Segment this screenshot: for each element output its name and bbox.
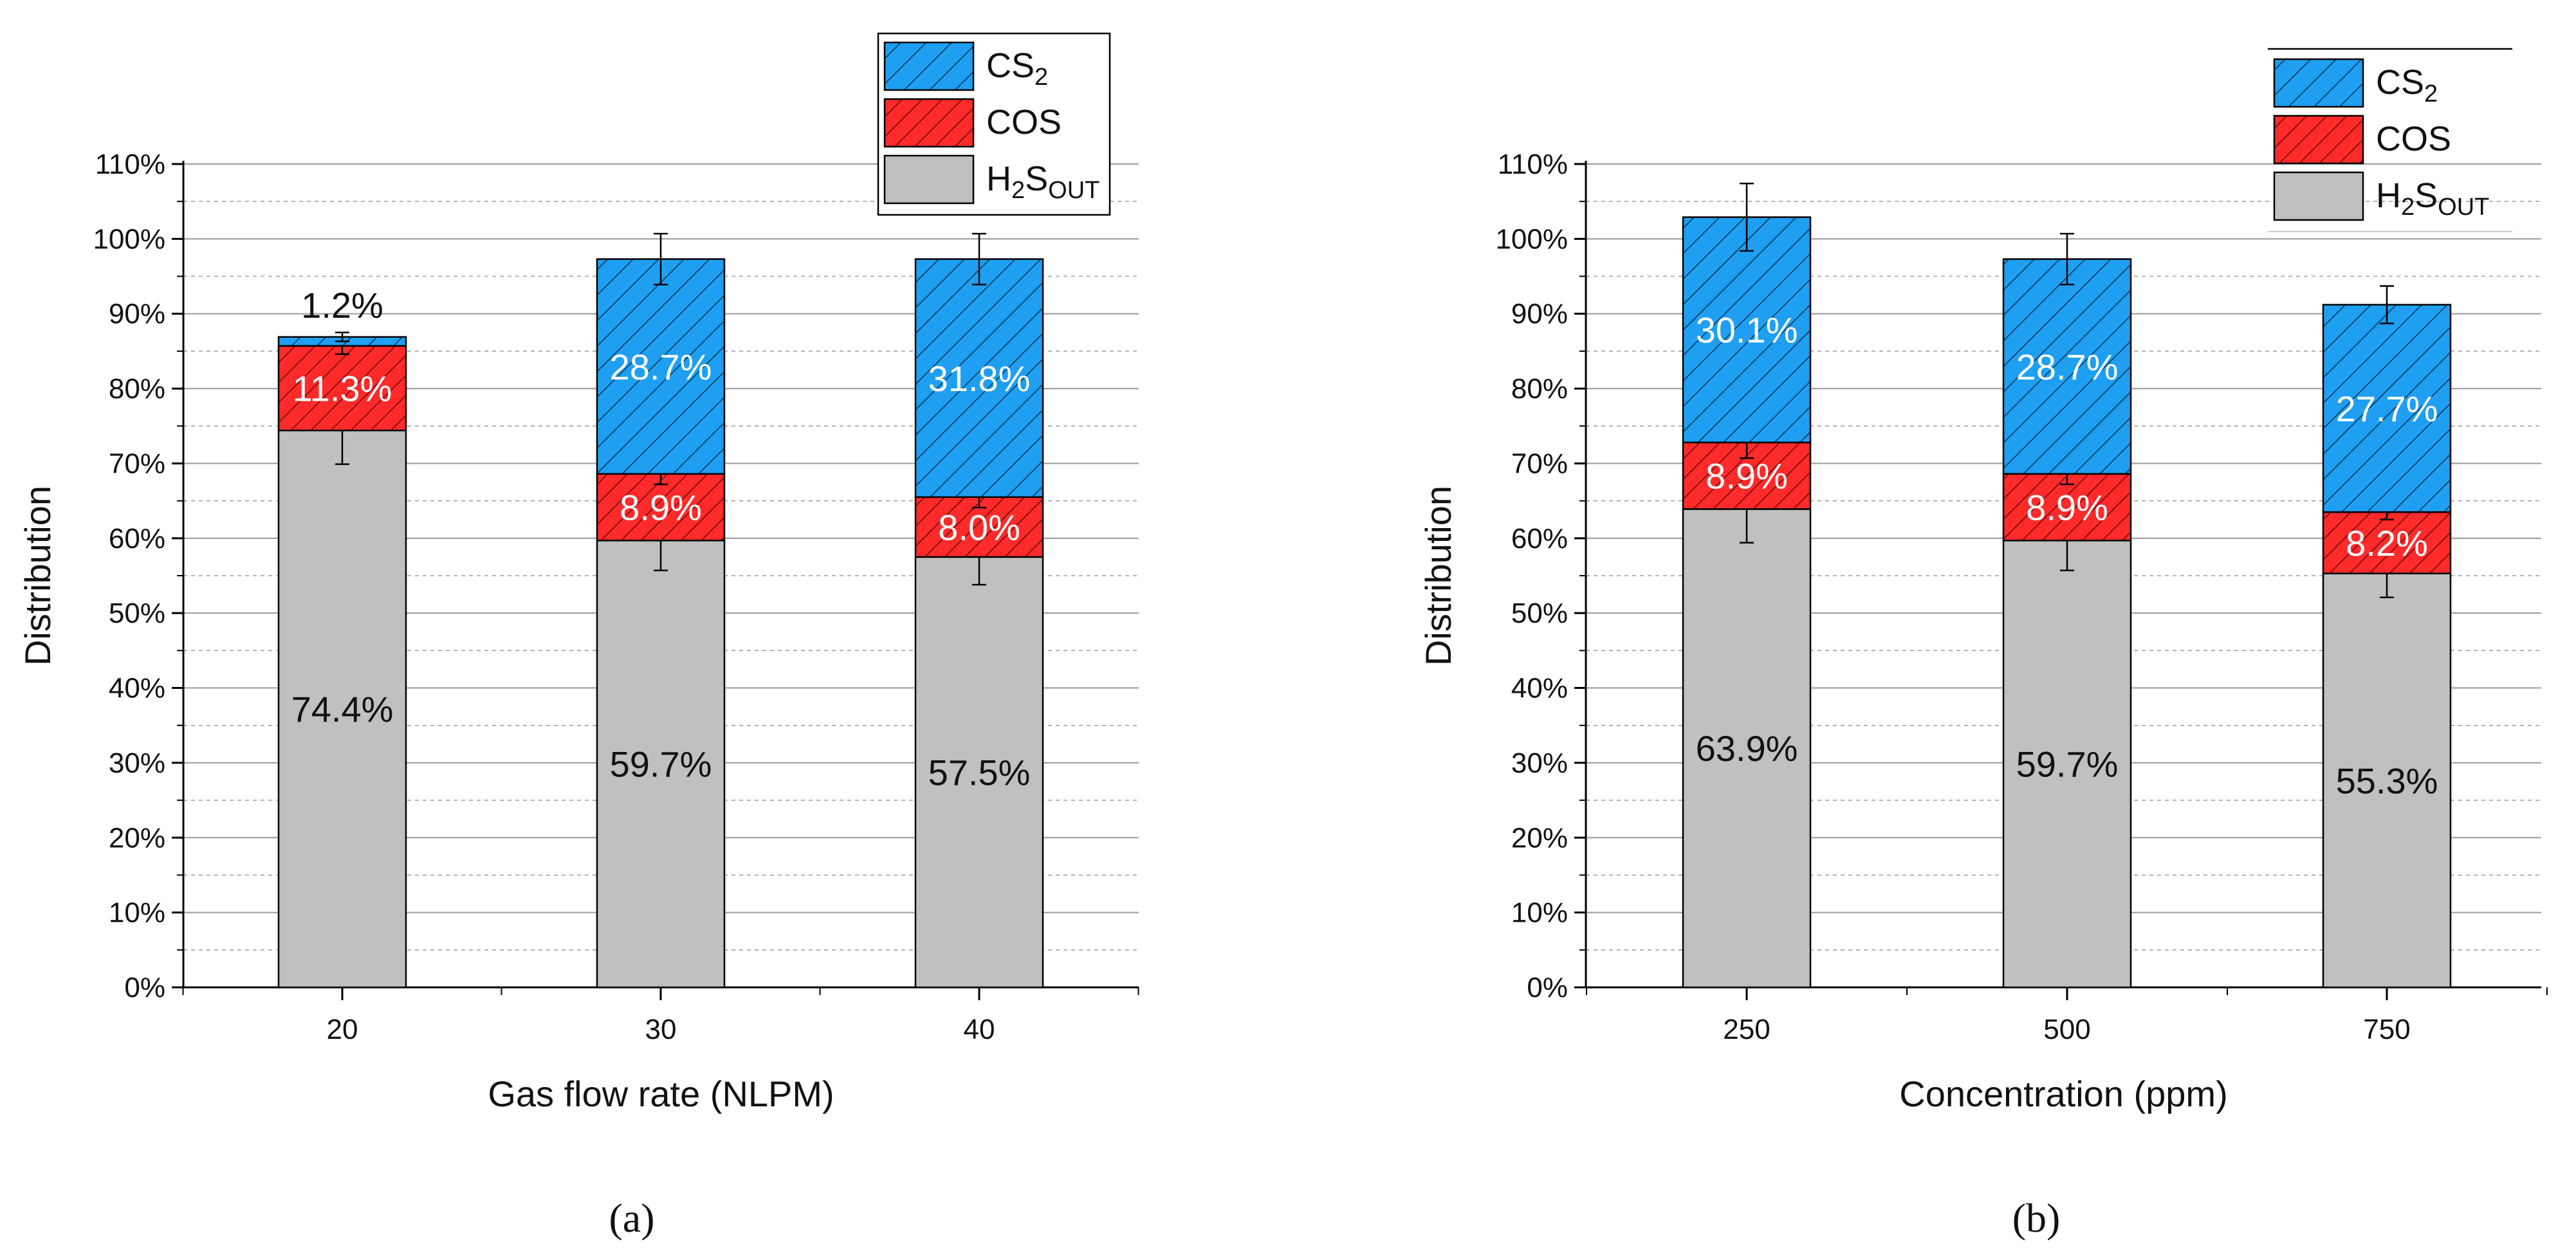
y-tick-label: 100% — [93, 223, 165, 255]
data-label: 1.2% — [301, 285, 383, 325]
bar-h2s_out — [1682, 508, 1812, 989]
bar-cs2 — [2002, 258, 2132, 475]
y-tick-label: 80% — [109, 373, 165, 405]
data-label: 8.2% — [2346, 523, 2428, 563]
legend-subscript: 2 — [2424, 80, 2438, 107]
legend-label-h2s: H2SOUT — [986, 160, 1099, 204]
data-label: 8.9% — [620, 488, 702, 528]
legend-subscript: OUT — [2438, 194, 2489, 221]
y-tick-label: 10% — [109, 897, 165, 929]
legend-label-cs2: CS2 — [2376, 63, 2438, 107]
legend-label-cos: COS — [2376, 120, 2451, 158]
y-tick-label: 50% — [1511, 598, 1568, 629]
legend-subscript: 2 — [1035, 64, 1048, 91]
legend-text: COS — [986, 103, 1062, 142]
y-tick-label: 30% — [109, 747, 165, 779]
y-axis-title: Distribution — [1418, 486, 1458, 666]
y-tick-label: 20% — [109, 822, 165, 854]
bar-cos — [2322, 511, 2452, 574]
y-tick-label: 90% — [1511, 298, 1568, 330]
bar-cs2 — [2322, 304, 2452, 513]
data-label: 59.7% — [610, 744, 712, 785]
bar-cs2 — [914, 258, 1044, 498]
legend-swatch-cos — [2273, 114, 2364, 165]
data-label: 8.0% — [938, 507, 1020, 547]
data-label: 28.7% — [2016, 347, 2119, 387]
y-tick-label: 0% — [1527, 972, 1568, 1003]
y-tick-label: 30% — [1511, 747, 1568, 779]
y-tick-label: 70% — [109, 448, 165, 479]
x-axis-title: Concentration (ppm) — [1899, 1074, 2227, 1114]
legend-text: S — [1025, 160, 1048, 198]
y-tick-label: 80% — [1511, 373, 1568, 405]
y-axis-title: Distribution — [17, 486, 58, 666]
y-tick-label: 60% — [1511, 523, 1568, 554]
legend-text: CS — [986, 46, 1035, 85]
data-label: 8.9% — [2026, 488, 2108, 528]
data-label: 74.4% — [291, 689, 394, 729]
data-label: 28.7% — [610, 347, 712, 387]
panel-label: (a) — [609, 1195, 654, 1241]
y-tick-label: 40% — [1511, 673, 1568, 704]
bar-h2s_out — [2322, 572, 2452, 989]
data-label: 63.9% — [1696, 728, 1798, 769]
data-label: 57.5% — [928, 752, 1031, 792]
x-tick-label: 500 — [2043, 1014, 2090, 1045]
legend-text: CS — [2376, 63, 2424, 102]
x-tick-label: 40 — [964, 1014, 995, 1045]
bar-h2s_out — [596, 540, 726, 989]
data-label: 59.7% — [2016, 744, 2119, 785]
y-tick-label: 40% — [109, 673, 165, 704]
x-tick-label: 30 — [645, 1014, 677, 1045]
y-tick-label: 110% — [1498, 149, 1568, 180]
bar-cs2 — [596, 258, 726, 475]
y-tick-label: 100% — [1495, 223, 1568, 255]
legend-label-h2s: H2SOUT — [2376, 176, 2489, 221]
bar-h2s_out — [914, 556, 1044, 989]
x-axis-title: Gas flow rate (NLPM) — [488, 1074, 834, 1114]
y-tick-label: 70% — [1511, 448, 1568, 479]
data-label: 31.8% — [928, 358, 1031, 399]
legend-label-cos: COS — [986, 103, 1062, 142]
bar-cs2 — [1682, 216, 1812, 444]
x-tick-label: 250 — [1723, 1014, 1770, 1045]
x-tick-label: 20 — [327, 1014, 358, 1045]
y-tick-label: 110% — [95, 149, 165, 180]
chart-panel-a: 0% 10% 20% 30% 40% 50% 60% 70% 80% 90% 100% 110% 20 3… — [17, 32, 1139, 1241]
legend-text: S — [2415, 176, 2438, 215]
legend-swatch-cs2 — [2273, 58, 2364, 108]
y-tick-label: 50% — [109, 598, 165, 629]
legend-swatch-h2s — [2273, 171, 2364, 221]
bar-h2s_out — [2002, 540, 2132, 989]
legend-text: H — [2376, 176, 2401, 215]
legend-subscript: 2 — [1011, 177, 1025, 204]
bar-cos — [277, 345, 407, 432]
y-tick-label: 60% — [109, 523, 165, 554]
legend-text: H — [986, 160, 1011, 198]
y-tick-label: 20% — [1511, 822, 1568, 854]
data-label: 30.1% — [1696, 310, 1798, 351]
data-label: 55.3% — [2336, 760, 2438, 801]
data-label: 27.7% — [2336, 389, 2438, 429]
legend-swatch-cos — [883, 98, 975, 148]
y-tick-label: 90% — [109, 298, 165, 330]
data-label: 11.3% — [293, 369, 392, 409]
y-tick-label: 0% — [124, 972, 165, 1003]
legend-swatch-cs2 — [883, 41, 975, 91]
chart-panel-b: 0%10%20%30%40%50%60%70%80%90%100%110%250… — [1418, 48, 2548, 1241]
y-tick-label: 10% — [1511, 897, 1568, 929]
data-label: 8.9% — [1706, 456, 1788, 497]
panel-label: (b) — [2012, 1195, 2061, 1241]
legend-subscript: OUT — [1048, 177, 1099, 204]
x-tick-label: 750 — [2363, 1014, 2410, 1045]
legend-text: COS — [2376, 120, 2451, 158]
legend-label-cs2: CS2 — [986, 46, 1048, 91]
legend-subscript: 2 — [2401, 194, 2415, 221]
legend-swatch-h2s — [883, 154, 975, 205]
